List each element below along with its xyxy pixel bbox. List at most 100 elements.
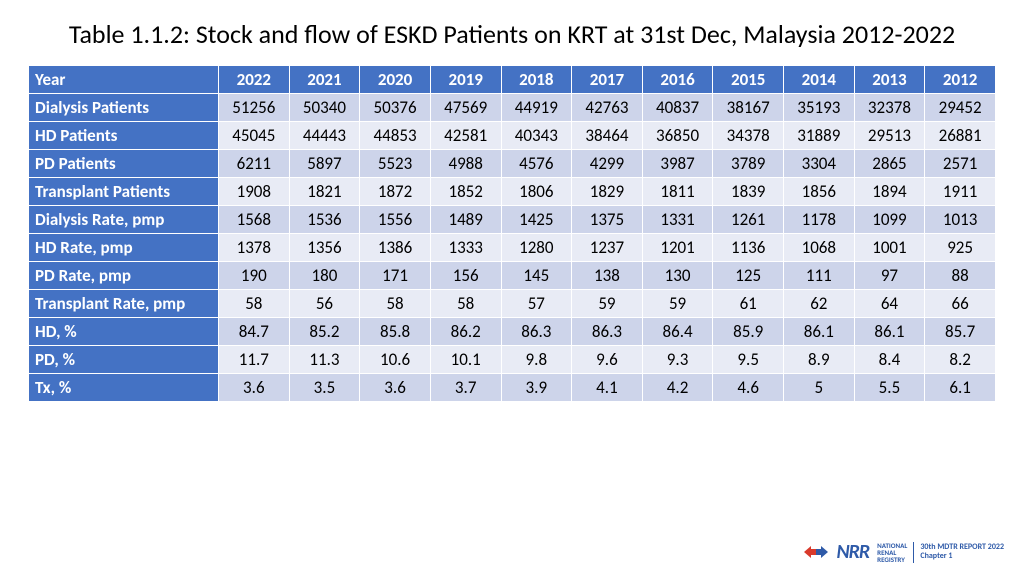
- cell: 125: [713, 261, 784, 289]
- cell: 1568: [219, 205, 290, 233]
- cell: 86.3: [572, 317, 643, 345]
- table-row: Transplant Patients190818211872185218061…: [29, 177, 996, 205]
- cell: 9.8: [501, 345, 572, 373]
- arrows-icon: [804, 543, 828, 561]
- table-row: HD Patients45045444434485342581403433846…: [29, 121, 996, 149]
- cell: 4.1: [572, 373, 643, 401]
- cell: 5: [784, 373, 855, 401]
- col-header: 2018: [501, 65, 572, 93]
- cell: 86.3: [501, 317, 572, 345]
- row-label: HD, %: [29, 317, 219, 345]
- col-header: 2020: [360, 65, 431, 93]
- cell: 50376: [360, 93, 431, 121]
- cell: 1261: [713, 205, 784, 233]
- cell: 1331: [642, 205, 713, 233]
- row-label: Transplant Rate, pmp: [29, 289, 219, 317]
- cell: 156: [430, 261, 501, 289]
- cell: 1378: [219, 233, 290, 261]
- row-label: HD Rate, pmp: [29, 233, 219, 261]
- cell: 32378: [854, 93, 925, 121]
- cell: 10.1: [430, 345, 501, 373]
- row-label: PD Patients: [29, 149, 219, 177]
- row-label: Dialysis Patients: [29, 93, 219, 121]
- cell: 1178: [784, 205, 855, 233]
- cell: 4988: [430, 149, 501, 177]
- cell: 190: [219, 261, 290, 289]
- cell: 62: [784, 289, 855, 317]
- cell: 4576: [501, 149, 572, 177]
- col-header-year: Year: [29, 65, 219, 93]
- table-row: PD Rate, pmp1901801711561451381301251119…: [29, 261, 996, 289]
- table-row: HD, %84.785.285.886.286.386.386.485.986.…: [29, 317, 996, 345]
- cell: 1829: [572, 177, 643, 205]
- cell: 66: [925, 289, 996, 317]
- cell: 1839: [713, 177, 784, 205]
- cell: 1386: [360, 233, 431, 261]
- row-label: Dialysis Rate, pmp: [29, 205, 219, 233]
- nrr-logo: NRR: [834, 540, 871, 564]
- cell: 3.5: [289, 373, 360, 401]
- cell: 3.6: [360, 373, 431, 401]
- cell: 56: [289, 289, 360, 317]
- cell: 97: [854, 261, 925, 289]
- cell: 44443: [289, 121, 360, 149]
- cell: 26881: [925, 121, 996, 149]
- cell: 84.7: [219, 317, 290, 345]
- cell: 57: [501, 289, 572, 317]
- cell: 42581: [430, 121, 501, 149]
- cell: 40837: [642, 93, 713, 121]
- cell: 40343: [501, 121, 572, 149]
- cell: 3.7: [430, 373, 501, 401]
- cell: 50340: [289, 93, 360, 121]
- cell: 9.3: [642, 345, 713, 373]
- cell: 31889: [784, 121, 855, 149]
- table-row: Transplant Rate, pmp58565858575959616264…: [29, 289, 996, 317]
- cell: 138: [572, 261, 643, 289]
- cell: 4299: [572, 149, 643, 177]
- cell: 2865: [854, 149, 925, 177]
- cell: 86.1: [784, 317, 855, 345]
- cell: 5.5: [854, 373, 925, 401]
- cell: 44853: [360, 121, 431, 149]
- cell: 8.9: [784, 345, 855, 373]
- table-row: PD, %11.711.310.610.19.89.69.39.58.98.48…: [29, 345, 996, 373]
- cell: 86.1: [854, 317, 925, 345]
- cell: 58: [219, 289, 290, 317]
- cell: 4.6: [713, 373, 784, 401]
- col-header: 2012: [925, 65, 996, 93]
- table-row: Dialysis Rate, pmp1568153615561489142513…: [29, 205, 996, 233]
- table-row: Tx, %3.63.53.63.73.94.14.24.655.56.1: [29, 373, 996, 401]
- col-header: 2014: [784, 65, 855, 93]
- cell: 1911: [925, 177, 996, 205]
- footer: NRR NATIONAL RENAL REGISTRY 30th MDTR RE…: [804, 540, 1004, 564]
- cell: 1872: [360, 177, 431, 205]
- table-row: HD Rate, pmp1378135613861333128012371201…: [29, 233, 996, 261]
- cell: 145: [501, 261, 572, 289]
- cell: 1852: [430, 177, 501, 205]
- row-label: Tx, %: [29, 373, 219, 401]
- cell: 1333: [430, 233, 501, 261]
- cell: 111: [784, 261, 855, 289]
- cell: 1806: [501, 177, 572, 205]
- cell: 180: [289, 261, 360, 289]
- cell: 1201: [642, 233, 713, 261]
- cell: 1425: [501, 205, 572, 233]
- cell: 85.8: [360, 317, 431, 345]
- cell: 8.2: [925, 345, 996, 373]
- cell: 171: [360, 261, 431, 289]
- cell: 85.7: [925, 317, 996, 345]
- cell: 3987: [642, 149, 713, 177]
- cell: 1894: [854, 177, 925, 205]
- cell: 38167: [713, 93, 784, 121]
- cell: 1099: [854, 205, 925, 233]
- cell: 11.7: [219, 345, 290, 373]
- cell: 925: [925, 233, 996, 261]
- cell: 1001: [854, 233, 925, 261]
- cell: 10.6: [360, 345, 431, 373]
- col-header: 2015: [713, 65, 784, 93]
- cell: 6.1: [925, 373, 996, 401]
- cell: 34378: [713, 121, 784, 149]
- cell: 2571: [925, 149, 996, 177]
- cell: 42763: [572, 93, 643, 121]
- data-table: Year202220212020201920182017201620152014…: [28, 65, 996, 402]
